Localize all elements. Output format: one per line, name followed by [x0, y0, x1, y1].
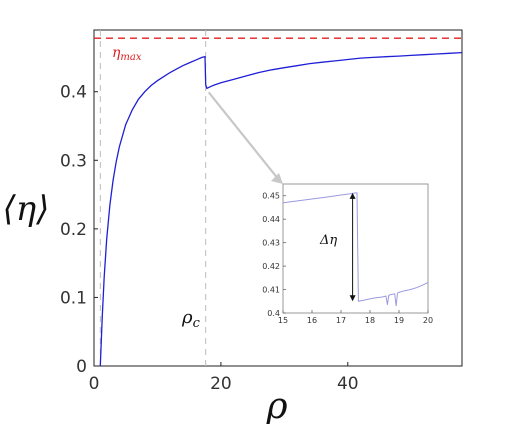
inset-x-tick-label: 16: [307, 316, 317, 325]
delta-eta-arrow: [349, 192, 356, 302]
inset-frame: [282, 183, 429, 314]
inset-pointer-arrow: [207, 91, 283, 184]
inset-y-tick-label: 0.4: [267, 309, 280, 318]
arrow-head: [271, 173, 283, 184]
eta-max-label: ηmax: [112, 45, 142, 63]
inset-x-tick-label: 18: [365, 316, 375, 325]
y-tick-label: 0.1: [60, 288, 87, 308]
rho-c-label: ρc: [181, 307, 201, 331]
y-tick-label: 0.2: [60, 220, 87, 240]
inset-series: [283, 192, 428, 307]
delta-head-bottom: [349, 295, 356, 302]
inset-x-tick-label: 20: [423, 316, 433, 325]
x-tick-label: 40: [337, 374, 359, 394]
x-tick-label: 20: [210, 374, 232, 394]
y-tick-label: 0: [76, 357, 87, 377]
delta-head-top: [349, 192, 356, 199]
eta-max-symbol: η: [112, 45, 121, 61]
rho-c-symbol: ρ: [181, 307, 193, 328]
inset-axes-ticks: 15 16 17 18 19 20 0.4 0.41 0.42 0.43 0.44 0.45: [262, 192, 433, 325]
y-tick-label: 0.3: [60, 151, 87, 171]
main-series: [99, 51, 462, 366]
delta-eta-label: Δη: [319, 233, 337, 248]
eta-max-subscript: max: [120, 52, 141, 63]
inset-y-tick-label: 0.42: [262, 262, 280, 271]
y-tick-label: 0.4: [60, 83, 87, 103]
inset-series-line-0: [283, 192, 428, 307]
inset-y-tick-label: 0.44: [262, 215, 280, 224]
inset-x-tick-label: 15: [278, 316, 288, 325]
arrow-shaft: [207, 91, 280, 181]
inset-x-tick-label: 19: [394, 316, 404, 325]
x-axis-label: ρ: [265, 386, 287, 424]
x-tick-label: 0: [89, 374, 100, 394]
inset-x-tick-label: 17: [336, 316, 346, 325]
y-axis-label: ⟨η⟩: [3, 189, 50, 229]
main-axes-ticks: 0 20 40 0 0.1 0.2 0.3 0.4: [60, 83, 359, 394]
inset-y-tick-label: 0.41: [262, 286, 280, 295]
series-line-0: [99, 51, 462, 366]
inset-y-tick-label: 0.45: [262, 192, 280, 201]
inset-y-tick-label: 0.43: [262, 239, 280, 248]
rho-c-subscript: c: [193, 316, 201, 331]
